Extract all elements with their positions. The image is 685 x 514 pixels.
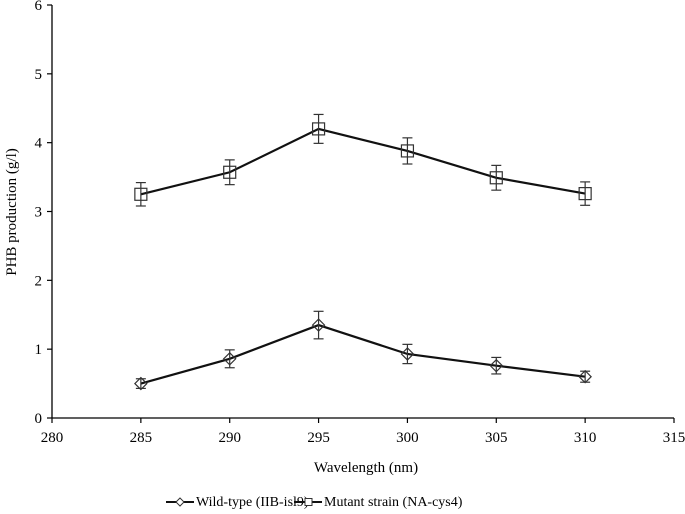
legend-label: Mutant strain (NA-cys4) [324, 495, 463, 510]
x-tick-label: 290 [218, 430, 241, 446]
diamond-marker-icon [134, 376, 148, 391]
y-axis-title: PHB production (g/l) [4, 148, 20, 276]
x-axis-title: Wavelength (nm) [314, 460, 418, 476]
y-tick-label: 4 [35, 136, 43, 152]
y-tick-label: 5 [35, 67, 43, 83]
x-tick-label: 285 [130, 430, 153, 446]
square-marker-icon [400, 144, 415, 158]
diamond-marker-icon [400, 347, 415, 361]
diamond-marker-icon [311, 318, 326, 332]
diamond-marker-icon [489, 358, 504, 373]
series-wild-type [134, 310, 592, 391]
legend-item: Wild-type (IIB-isl9) [166, 495, 309, 510]
x-tick-label: 280 [41, 430, 64, 446]
y-tick-label: 2 [35, 273, 43, 289]
x-tick-label: 315 [663, 430, 685, 446]
series-group [134, 113, 592, 391]
series-mutant [134, 113, 592, 207]
x-tick-label: 295 [307, 430, 330, 446]
series-line [140, 323, 586, 385]
square-marker-icon [304, 498, 313, 506]
x-tick-label: 305 [485, 430, 508, 446]
square-marker-icon [223, 165, 237, 179]
legend-item: Mutant strain (NA-cys4) [294, 495, 463, 510]
legend: Wild-type (IIB-isl9) Mutant strain (NA-cy… [166, 495, 463, 510]
square-marker-icon [578, 187, 592, 201]
square-marker-icon [134, 187, 148, 201]
diamond-marker-icon [578, 369, 592, 384]
diamond-marker-icon [222, 351, 237, 366]
diamond-marker-icon [175, 497, 185, 507]
x-axis: 280 285 290 295 300 305 310 315 [41, 417, 685, 446]
legend-label: Wild-type (IIB-isl9) [196, 495, 309, 510]
square-marker-icon [489, 171, 503, 185]
x-tick-label: 310 [574, 430, 597, 446]
y-tick-label: 3 [35, 205, 43, 221]
y-tick-label: 0 [35, 411, 43, 427]
square-marker-icon [311, 122, 326, 136]
y-axis: 0 1 2 3 4 5 6 [35, 0, 53, 427]
y-tick-label: 1 [35, 342, 43, 358]
series-line [140, 127, 586, 196]
y-tick-label: 6 [35, 0, 43, 14]
x-tick-label: 300 [396, 430, 419, 446]
